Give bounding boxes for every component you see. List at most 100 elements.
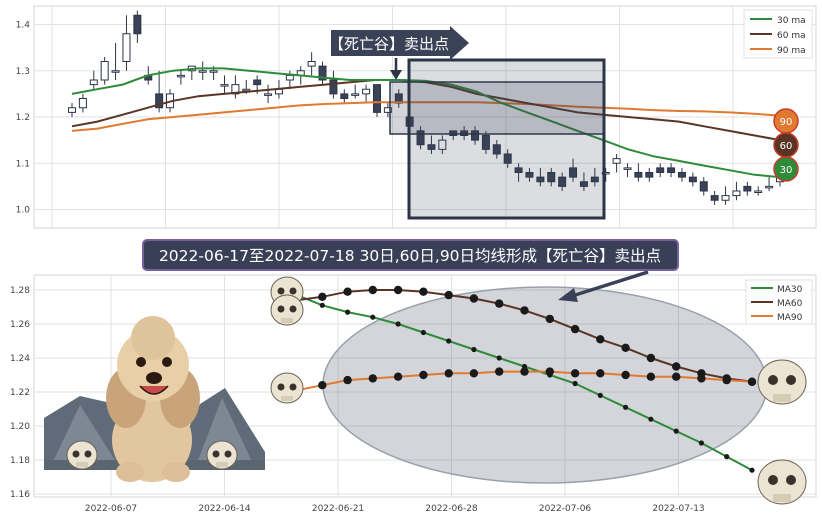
- candle-body-up: [111, 70, 120, 73]
- poodle-dog-icon: [106, 316, 200, 482]
- MA30-point: [572, 380, 578, 387]
- candle-body-up: [351, 93, 360, 96]
- MA60-point: [646, 353, 656, 363]
- MA60-point: [570, 324, 580, 334]
- badge-90-label: 90: [780, 117, 793, 128]
- candle: [351, 84, 360, 99]
- candlestick-panel: 1.0 1.1 1.2 1.3 1.4 【死亡谷】卖出点 30 ma 60 ma 90 …: [16, 5, 817, 229]
- top-banner-pointer: [390, 58, 402, 80]
- valley-dog-illustration: [44, 316, 265, 482]
- MA30-point: [395, 321, 401, 327]
- MA30-point: [724, 454, 730, 460]
- candle-body-down: [471, 130, 480, 141]
- candle: [176, 70, 185, 85]
- candle-body-down: [710, 195, 719, 201]
- top-banner-text: 【死亡谷】卖出点: [329, 35, 449, 53]
- candle-body-up: [754, 190, 763, 193]
- candle: [416, 126, 425, 150]
- candle: [743, 181, 752, 196]
- candle: [514, 163, 523, 182]
- candle-body-down: [645, 172, 654, 178]
- candle-body-up: [362, 88, 371, 95]
- MA60-point: [444, 290, 453, 300]
- ma30-line: [71, 67, 781, 179]
- MA90-point: [520, 367, 529, 376]
- candle: [198, 61, 207, 80]
- candle-body-down: [460, 130, 469, 136]
- MA90-point: [545, 367, 554, 376]
- candle-body-down: [590, 176, 599, 183]
- bottom-y-tick-4: 1.24: [10, 354, 30, 364]
- MA60-point: [318, 292, 327, 301]
- candle: [579, 172, 588, 191]
- candle-body-up: [198, 70, 207, 73]
- skull-icon-end-lower: [757, 459, 807, 505]
- MA90-point: [646, 372, 656, 381]
- candle: [699, 177, 708, 196]
- MA60-point: [368, 285, 377, 295]
- MA60-point: [393, 285, 403, 295]
- candle-body-down: [688, 176, 697, 183]
- candle-body-up: [612, 158, 621, 164]
- candle: [264, 84, 273, 104]
- candle-body-down: [699, 181, 708, 192]
- MA90-point: [697, 374, 706, 383]
- MA30-point: [471, 346, 477, 353]
- series-MA90: [296, 367, 757, 392]
- candle: [623, 163, 632, 178]
- skull-icon-ma90-start: [270, 372, 304, 404]
- candle: [111, 43, 120, 80]
- bottom-x-tick-4: 2022-07-06: [539, 504, 592, 514]
- MA90-point: [393, 372, 403, 381]
- MA90-point: [747, 377, 757, 386]
- ellipse-pointer-arrow: [558, 270, 649, 302]
- candle: [318, 61, 327, 85]
- candle: [427, 135, 436, 154]
- bottom-x-tick-labels: 2022-06-07 2022-06-14 2022-06-21 2022-06-28…: [85, 504, 705, 514]
- series-MA30: [296, 294, 755, 473]
- candle: [438, 135, 447, 154]
- MA30-point: [623, 404, 629, 410]
- candle-body-down: [743, 185, 752, 192]
- candle-body-up: [220, 84, 229, 87]
- bottom-y-tick-3: 1.22: [10, 388, 30, 398]
- candle: [645, 167, 654, 182]
- candle: [754, 186, 763, 196]
- candle: [307, 52, 316, 76]
- candle-body-up: [231, 84, 240, 95]
- candle: [362, 84, 371, 104]
- MA30-point: [446, 338, 452, 344]
- candle: [634, 163, 643, 182]
- MA30-point: [420, 329, 426, 336]
- skull-icon-left: [66, 440, 98, 470]
- candle: [525, 167, 534, 182]
- bottom-x-tick-3: 2022-06-28: [425, 504, 478, 514]
- candle-body-up: [78, 98, 87, 109]
- candle-body-down: [133, 14, 142, 35]
- skull-icon-right: [206, 440, 238, 470]
- MA60-point: [343, 287, 352, 296]
- MA90-point: [469, 369, 479, 378]
- middle-banner-text: 2022-06-17至2022-07-18 30日,60日,90日均线形成【死亡…: [159, 247, 661, 265]
- candles-group: [68, 10, 784, 205]
- candle: [449, 130, 458, 141]
- candle: [372, 84, 381, 117]
- ma-end-badges: 90 60 30: [773, 108, 799, 182]
- candle-body-down: [667, 167, 676, 173]
- MA60-point: [672, 362, 681, 371]
- candle-body-up: [122, 33, 131, 62]
- candle: [471, 126, 480, 145]
- candle-body-up: [285, 74, 294, 81]
- ma-line-panel: 1.161.181.201.221.241.261.28 2022-06-07 2…: [10, 270, 817, 514]
- candle-body-down: [569, 167, 578, 178]
- candle: [492, 140, 501, 159]
- candle-body-up: [100, 61, 109, 81]
- MA30-point: [698, 440, 705, 446]
- candle: [569, 158, 578, 182]
- candle-body-down: [558, 176, 567, 187]
- candle-body-up: [209, 70, 218, 73]
- candle-body-down: [579, 181, 588, 187]
- MA30-point: [319, 302, 325, 308]
- ma90-line: [71, 101, 781, 132]
- MA90-point: [343, 375, 352, 385]
